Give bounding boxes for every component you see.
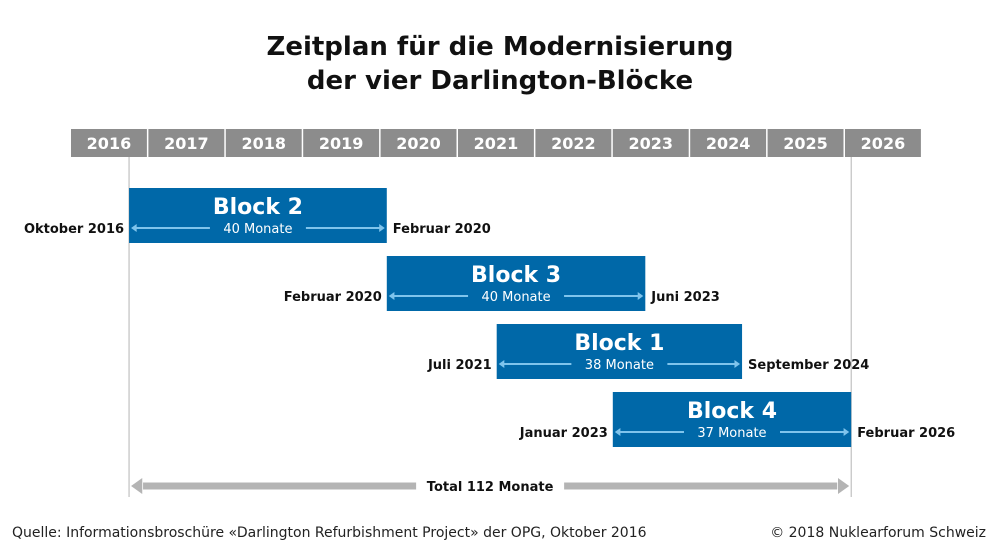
- duration-label: 37 Monate: [697, 426, 766, 441]
- year-cell: [303, 129, 380, 157]
- source-note: Quelle: Informationsbroschüre «Darlingto…: [12, 525, 647, 541]
- year-cell: [612, 129, 689, 157]
- year-label: 2016: [87, 134, 132, 153]
- duration-arrow-head-right: [379, 224, 385, 232]
- task-name: Block 2: [213, 195, 303, 220]
- end-date-label: Februar 2020: [393, 222, 491, 237]
- total-arrow-bar-left: [143, 482, 417, 490]
- task-name: Block 1: [574, 331, 664, 356]
- task-bar-group: Block 4 37 Monate Januar 2023 Februar 2026: [519, 392, 955, 447]
- year-label: 2020: [396, 134, 441, 153]
- task-bar-group: Block 1 38 Monate Juli 2021 September 2024: [427, 324, 869, 379]
- total-arrow-head-left: [131, 478, 143, 494]
- year-cell: [71, 129, 147, 157]
- duration-arrow-head-left: [614, 428, 621, 436]
- task-name: Block 4: [687, 399, 777, 424]
- chart-title: Zeitplan für die Modernisierung der vier…: [0, 30, 1000, 98]
- task-name: Block 3: [471, 263, 561, 288]
- chart-title-line-2: der vier Darlington-Blöcke: [306, 66, 694, 96]
- total-label: Total 112 Monate: [427, 480, 554, 495]
- task-bar: [129, 188, 387, 243]
- year-label: 2018: [241, 134, 286, 153]
- duration-arrow-head-right: [734, 360, 741, 368]
- total-arrow-head-right: [837, 478, 850, 494]
- year-label: 2022: [551, 134, 596, 153]
- year-cell: [845, 129, 921, 157]
- start-date-label: Oktober 2016: [24, 222, 124, 237]
- year-cell: [148, 129, 225, 157]
- duration-arrow-head-right: [637, 292, 644, 300]
- year-label: 2019: [319, 134, 364, 153]
- start-date-label: Januar 2023: [519, 426, 608, 441]
- end-date-label: Februar 2026: [857, 426, 955, 441]
- year-cell: [458, 129, 534, 157]
- year-cell: [767, 129, 844, 157]
- duration-label: 40 Monate: [223, 222, 292, 237]
- task-bar-group: Block 2 40 Monate Oktober 2016 Februar 2020: [24, 188, 491, 243]
- task-bar-group: Block 3 40 Monate Februar 2020 Juni 2023: [284, 256, 720, 311]
- duration-label: 40 Monate: [481, 290, 550, 305]
- end-date-label: September 2024: [748, 358, 869, 373]
- year-label: 2017: [164, 134, 209, 153]
- year-label: 2026: [861, 134, 906, 153]
- task-bar: [612, 392, 852, 447]
- start-date-label: Juli 2021: [427, 358, 492, 373]
- year-cell: [380, 129, 457, 157]
- end-date-label: Juni 2023: [650, 290, 720, 305]
- duration-label: 38 Monate: [585, 358, 654, 373]
- task-bars: Block 2 40 Monate Oktober 2016 Februar 2020…: [24, 188, 955, 447]
- duration-arrow-head-right: [843, 428, 850, 436]
- duration-arrow-head-left: [498, 360, 505, 368]
- task-bar: [496, 324, 743, 379]
- duration-arrow-head-left: [131, 224, 137, 232]
- copyright-note: © 2018 Nuklearforum Schweiz: [770, 525, 986, 541]
- task-bar: [386, 256, 646, 311]
- year-label: 2023: [628, 134, 673, 153]
- total-arrow-bar-right: [564, 482, 838, 490]
- total-span: Total 112 Monate: [131, 478, 850, 495]
- chart-title-line-1: Zeitplan für die Modernisierung: [266, 32, 734, 62]
- year-cell: [690, 129, 767, 157]
- duration-arrow-head-left: [388, 292, 395, 300]
- year-label: 2021: [474, 134, 519, 153]
- start-date-label: Februar 2020: [284, 290, 382, 305]
- year-label: 2024: [706, 134, 751, 153]
- year-cell: [535, 129, 612, 157]
- year-header: 2016 2017 2018 2019 2020 2021 2022 2023 2024 2025…: [71, 129, 921, 157]
- year-label: 2025: [783, 134, 828, 153]
- year-cell: [225, 129, 302, 157]
